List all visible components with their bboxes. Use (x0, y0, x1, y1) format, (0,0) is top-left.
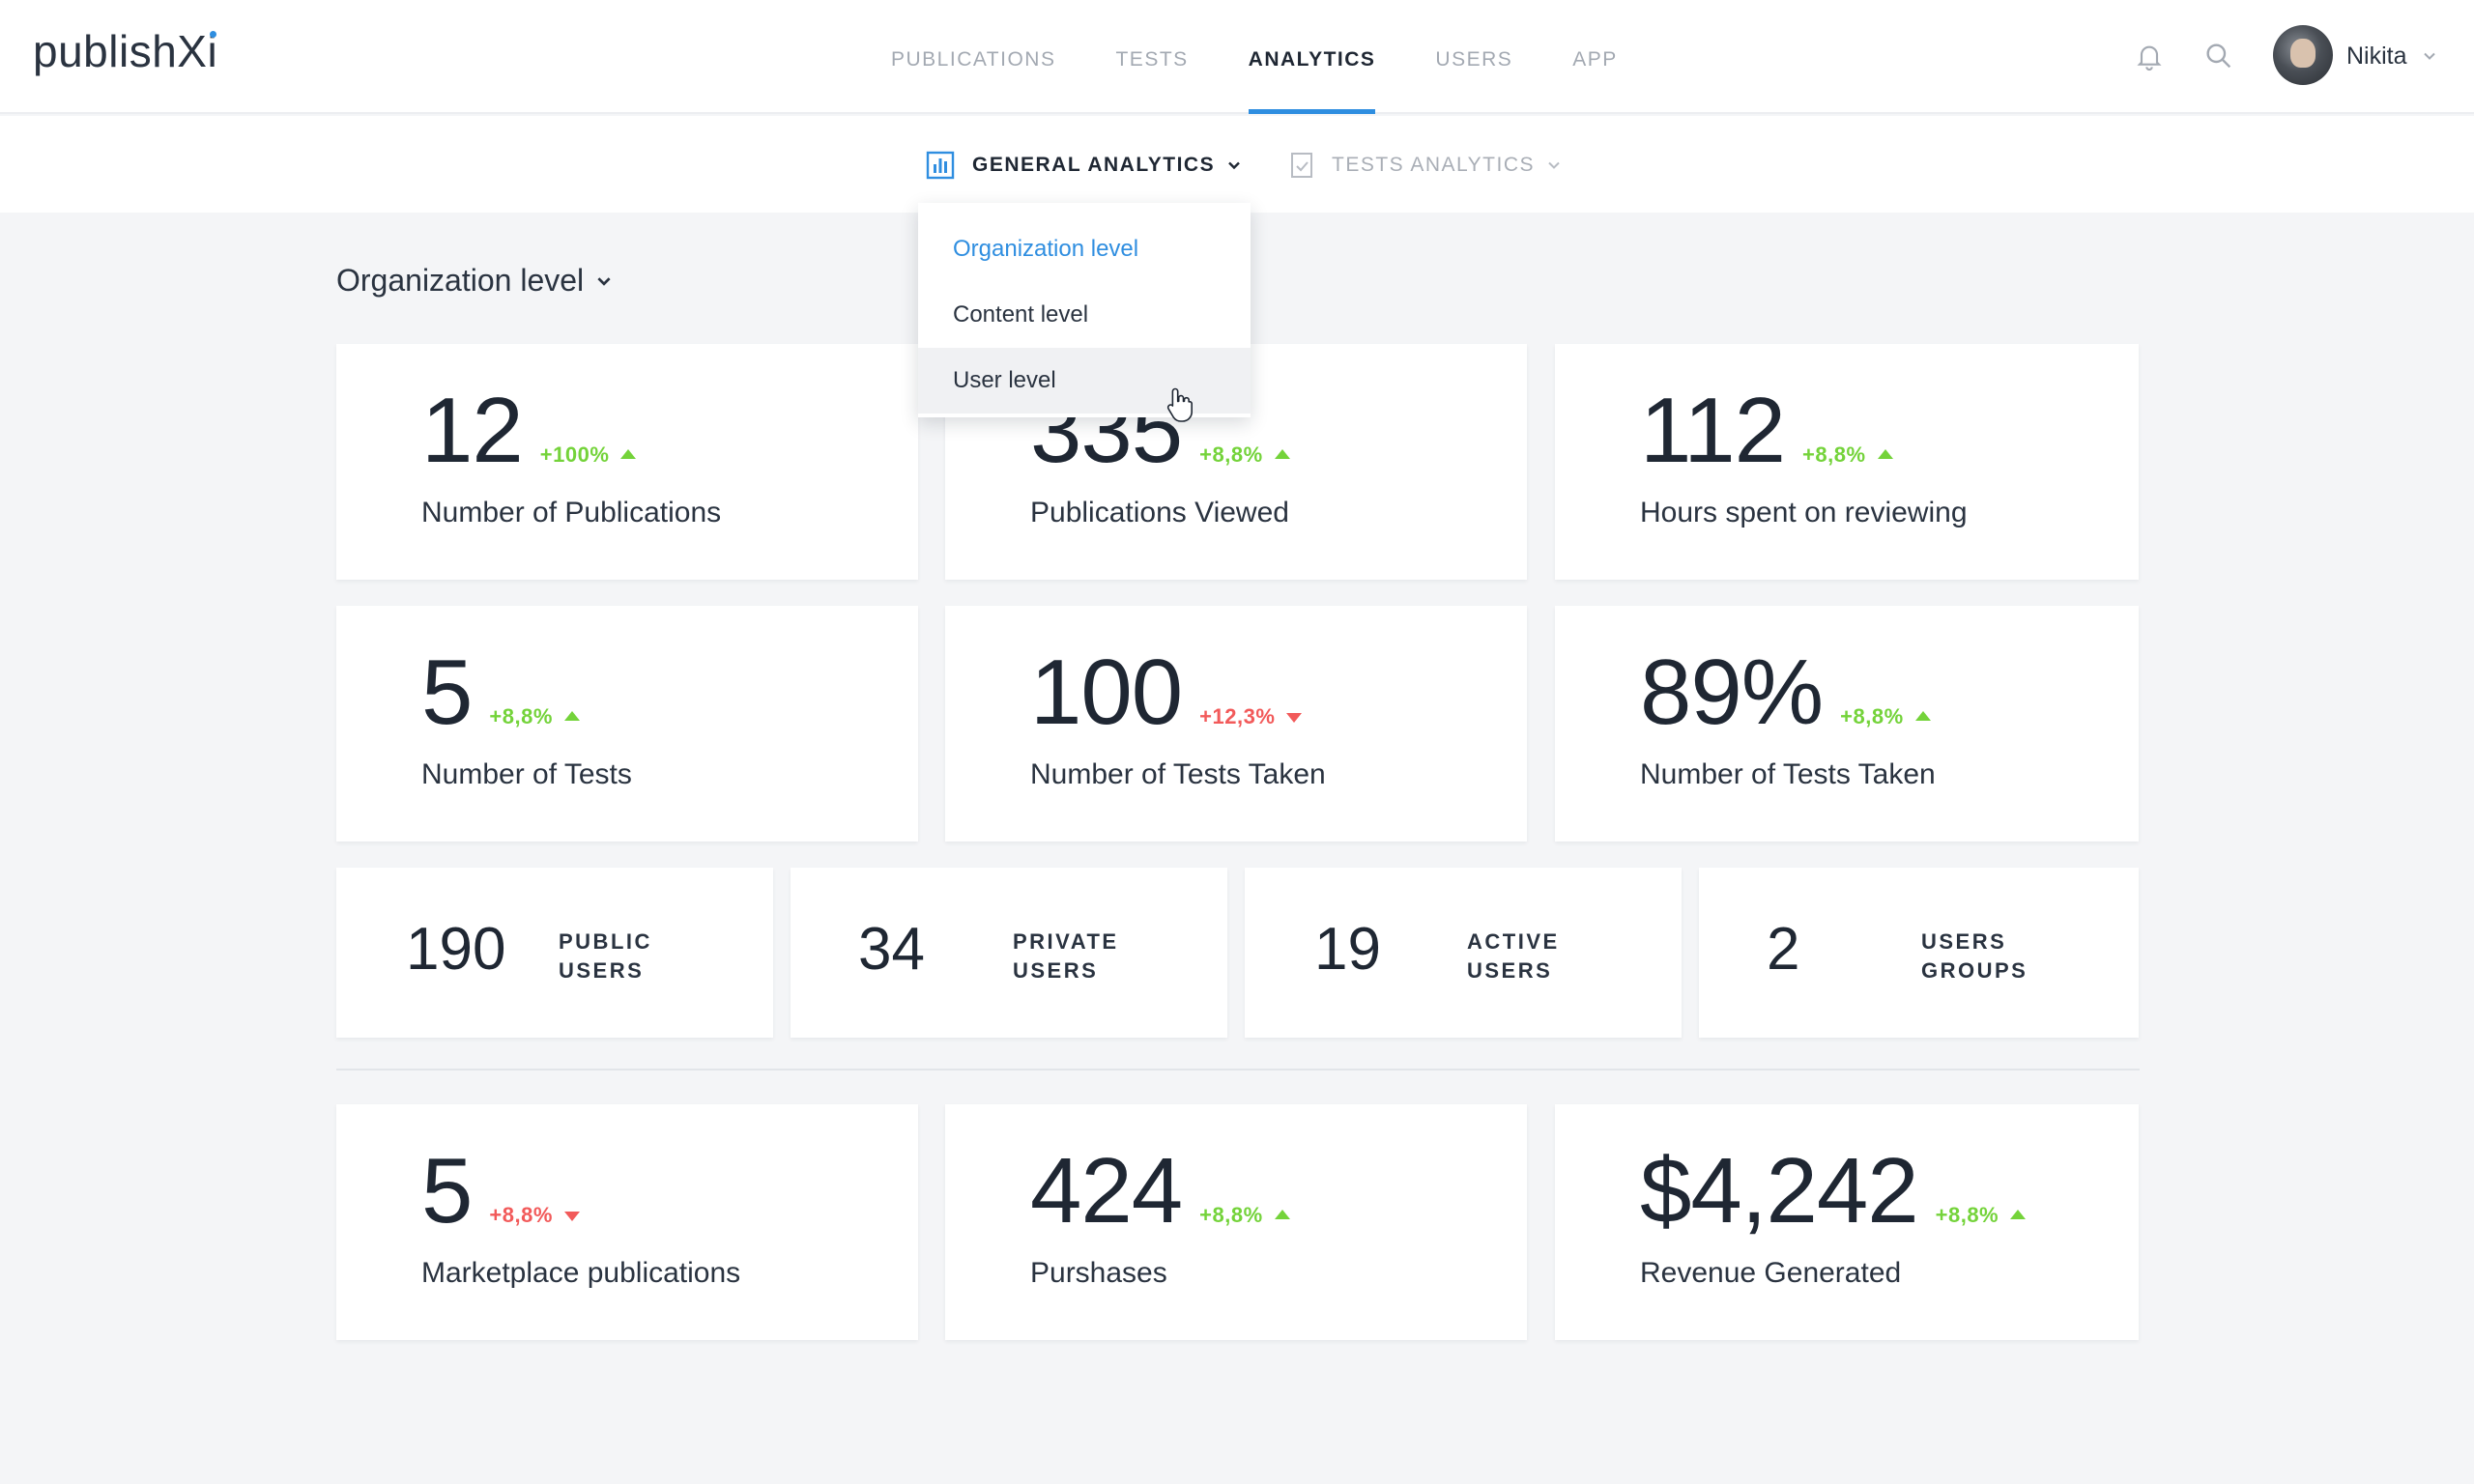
nav-app[interactable]: APP (1572, 48, 1618, 71)
dropdown-item-organization-level[interactable]: Organization level (953, 236, 1139, 262)
user-stat-label: ACTIVE USERS (1467, 929, 1560, 983)
metric-delta: +8,8% (489, 1205, 580, 1226)
main-nav: PUBLICATIONS TESTS ANALYTICS USERS APP (891, 0, 1678, 114)
metric-label: Purshases (1030, 1257, 1167, 1289)
chevron-down-icon (597, 276, 611, 286)
level-select[interactable]: Organization level (336, 263, 613, 299)
section-divider (336, 1069, 2140, 1070)
metric-value: 12 (421, 379, 524, 482)
chevron-down-icon (1548, 161, 1560, 169)
metric-label: Revenue Generated (1640, 1257, 1902, 1289)
metric-label: Marketplace publications (421, 1257, 741, 1289)
user-stat-groups: 2 USERS GROUPS (1699, 868, 2139, 1038)
user-stat-label: PRIVATE USERS (1013, 929, 1119, 983)
metric-label: Publications Viewed (1030, 497, 1289, 528)
metric-label: Number of Tests Taken (1030, 758, 1326, 790)
metric-delta: +8,8% (1199, 444, 1290, 466)
arrow-up-icon (620, 449, 637, 459)
metric-value: $4,242 (1640, 1139, 1919, 1242)
logo-text-end: i (207, 26, 218, 76)
user-stat-label: PUBLIC USERS (559, 929, 652, 983)
metric-label: Number of Tests Taken (1640, 758, 1936, 790)
top-header: publishXi PUBLICATIONS TESTS ANALYTICS U… (0, 0, 2474, 114)
metric-delta: +8,8% (1936, 1205, 2027, 1226)
metric-value: 5 (421, 1139, 473, 1242)
checklist-icon (1291, 153, 1312, 178)
metric-card-tests: 5 +8,8% Number of Tests (336, 606, 918, 842)
user-stat-value: 190 (406, 916, 506, 983)
search-icon[interactable] (2203, 41, 2234, 71)
nav-tests[interactable]: TESTS (1115, 48, 1189, 71)
user-stat-value: 19 (1314, 916, 1381, 983)
user-stat-active: 19 ACTIVE USERS (1245, 868, 1682, 1038)
metric-card-hours: 112 +8,8% Hours spent on reviewing (1555, 344, 2139, 580)
metric-delta: +8,8% (1802, 444, 1893, 466)
arrow-up-icon (1274, 449, 1290, 459)
arrow-down-icon (563, 1212, 580, 1221)
dropdown-item-user-level[interactable]: User level (918, 348, 1251, 414)
nav-analytics[interactable]: ANALYTICS (1248, 0, 1376, 114)
user-stat-value: 2 (1767, 916, 1800, 983)
arrow-up-icon (563, 711, 580, 721)
general-analytics-tab[interactable]: GENERAL ANALYTICS (926, 151, 1242, 180)
metric-delta: +8,8% (1840, 706, 1931, 728)
arrow-up-icon (1877, 449, 1893, 459)
chevron-down-icon (1228, 161, 1240, 170)
analytics-subnav: GENERAL ANALYTICS TESTS ANALYTICS (0, 116, 2474, 213)
app-logo[interactable]: publishXi (33, 25, 217, 77)
arrow-up-icon (1914, 711, 1931, 721)
chevron-down-icon[interactable] (2422, 48, 2437, 64)
metric-delta: +100% (540, 444, 637, 466)
metric-value: 112 (1640, 379, 1786, 482)
avatar[interactable] (2273, 25, 2333, 85)
metric-label: Number of Tests (421, 758, 632, 790)
metric-value: 5 (421, 641, 473, 744)
nav-publications[interactable]: PUBLICATIONS (891, 48, 1056, 71)
level-select-label: Organization level (336, 263, 585, 298)
user-stat-value: 34 (858, 916, 925, 983)
arrow-up-icon (2010, 1210, 2027, 1219)
metric-card-publications: 12 +100% Number of Publications (336, 344, 918, 580)
tests-analytics-tab[interactable]: TESTS ANALYTICS (1289, 151, 1562, 180)
metric-label: Hours spent on reviewing (1640, 497, 1968, 528)
logo-text: publishX (33, 26, 208, 76)
general-analytics-label: GENERAL ANALYTICS (972, 154, 1216, 176)
user-stat-label: USERS GROUPS (1921, 929, 2028, 983)
metric-delta: +12,3% (1199, 706, 1303, 728)
metric-card-marketplace: 5 +8,8% Marketplace publications (336, 1104, 918, 1340)
metric-value: 100 (1030, 641, 1183, 744)
nav-users[interactable]: USERS (1435, 48, 1513, 71)
user-stat-private: 34 PRIVATE USERS (791, 868, 1227, 1038)
dropdown-item-content-level[interactable]: Content level (953, 301, 1089, 328)
metric-card-tests-taken-percent: 89% +8,8% Number of Tests Taken (1555, 606, 2139, 842)
metric-card-purchases: 424 +8,8% Purshases (945, 1104, 1527, 1340)
tests-analytics-label: TESTS ANALYTICS (1332, 154, 1535, 176)
bar-chart-icon (926, 151, 955, 180)
hand-cursor-icon (1166, 387, 1193, 422)
user-stat-public: 190 PUBLIC USERS (336, 868, 773, 1038)
level-dropdown-menu: Organization level Content level User le… (918, 203, 1251, 417)
metric-value: 89% (1640, 641, 1824, 744)
bell-icon[interactable] (2134, 41, 2165, 71)
metric-card-tests-taken: 100 +12,3% Number of Tests Taken (945, 606, 1527, 842)
metric-value: 424 (1030, 1139, 1183, 1242)
arrow-up-icon (1274, 1210, 1290, 1219)
metric-delta: +8,8% (489, 706, 580, 728)
metric-label: Number of Publications (421, 497, 722, 528)
arrow-down-icon (1286, 713, 1303, 723)
metric-card-revenue: $4,242 +8,8% Revenue Generated (1555, 1104, 2139, 1340)
metric-delta: +8,8% (1199, 1205, 1290, 1226)
user-name[interactable]: Nikita (2346, 43, 2407, 70)
